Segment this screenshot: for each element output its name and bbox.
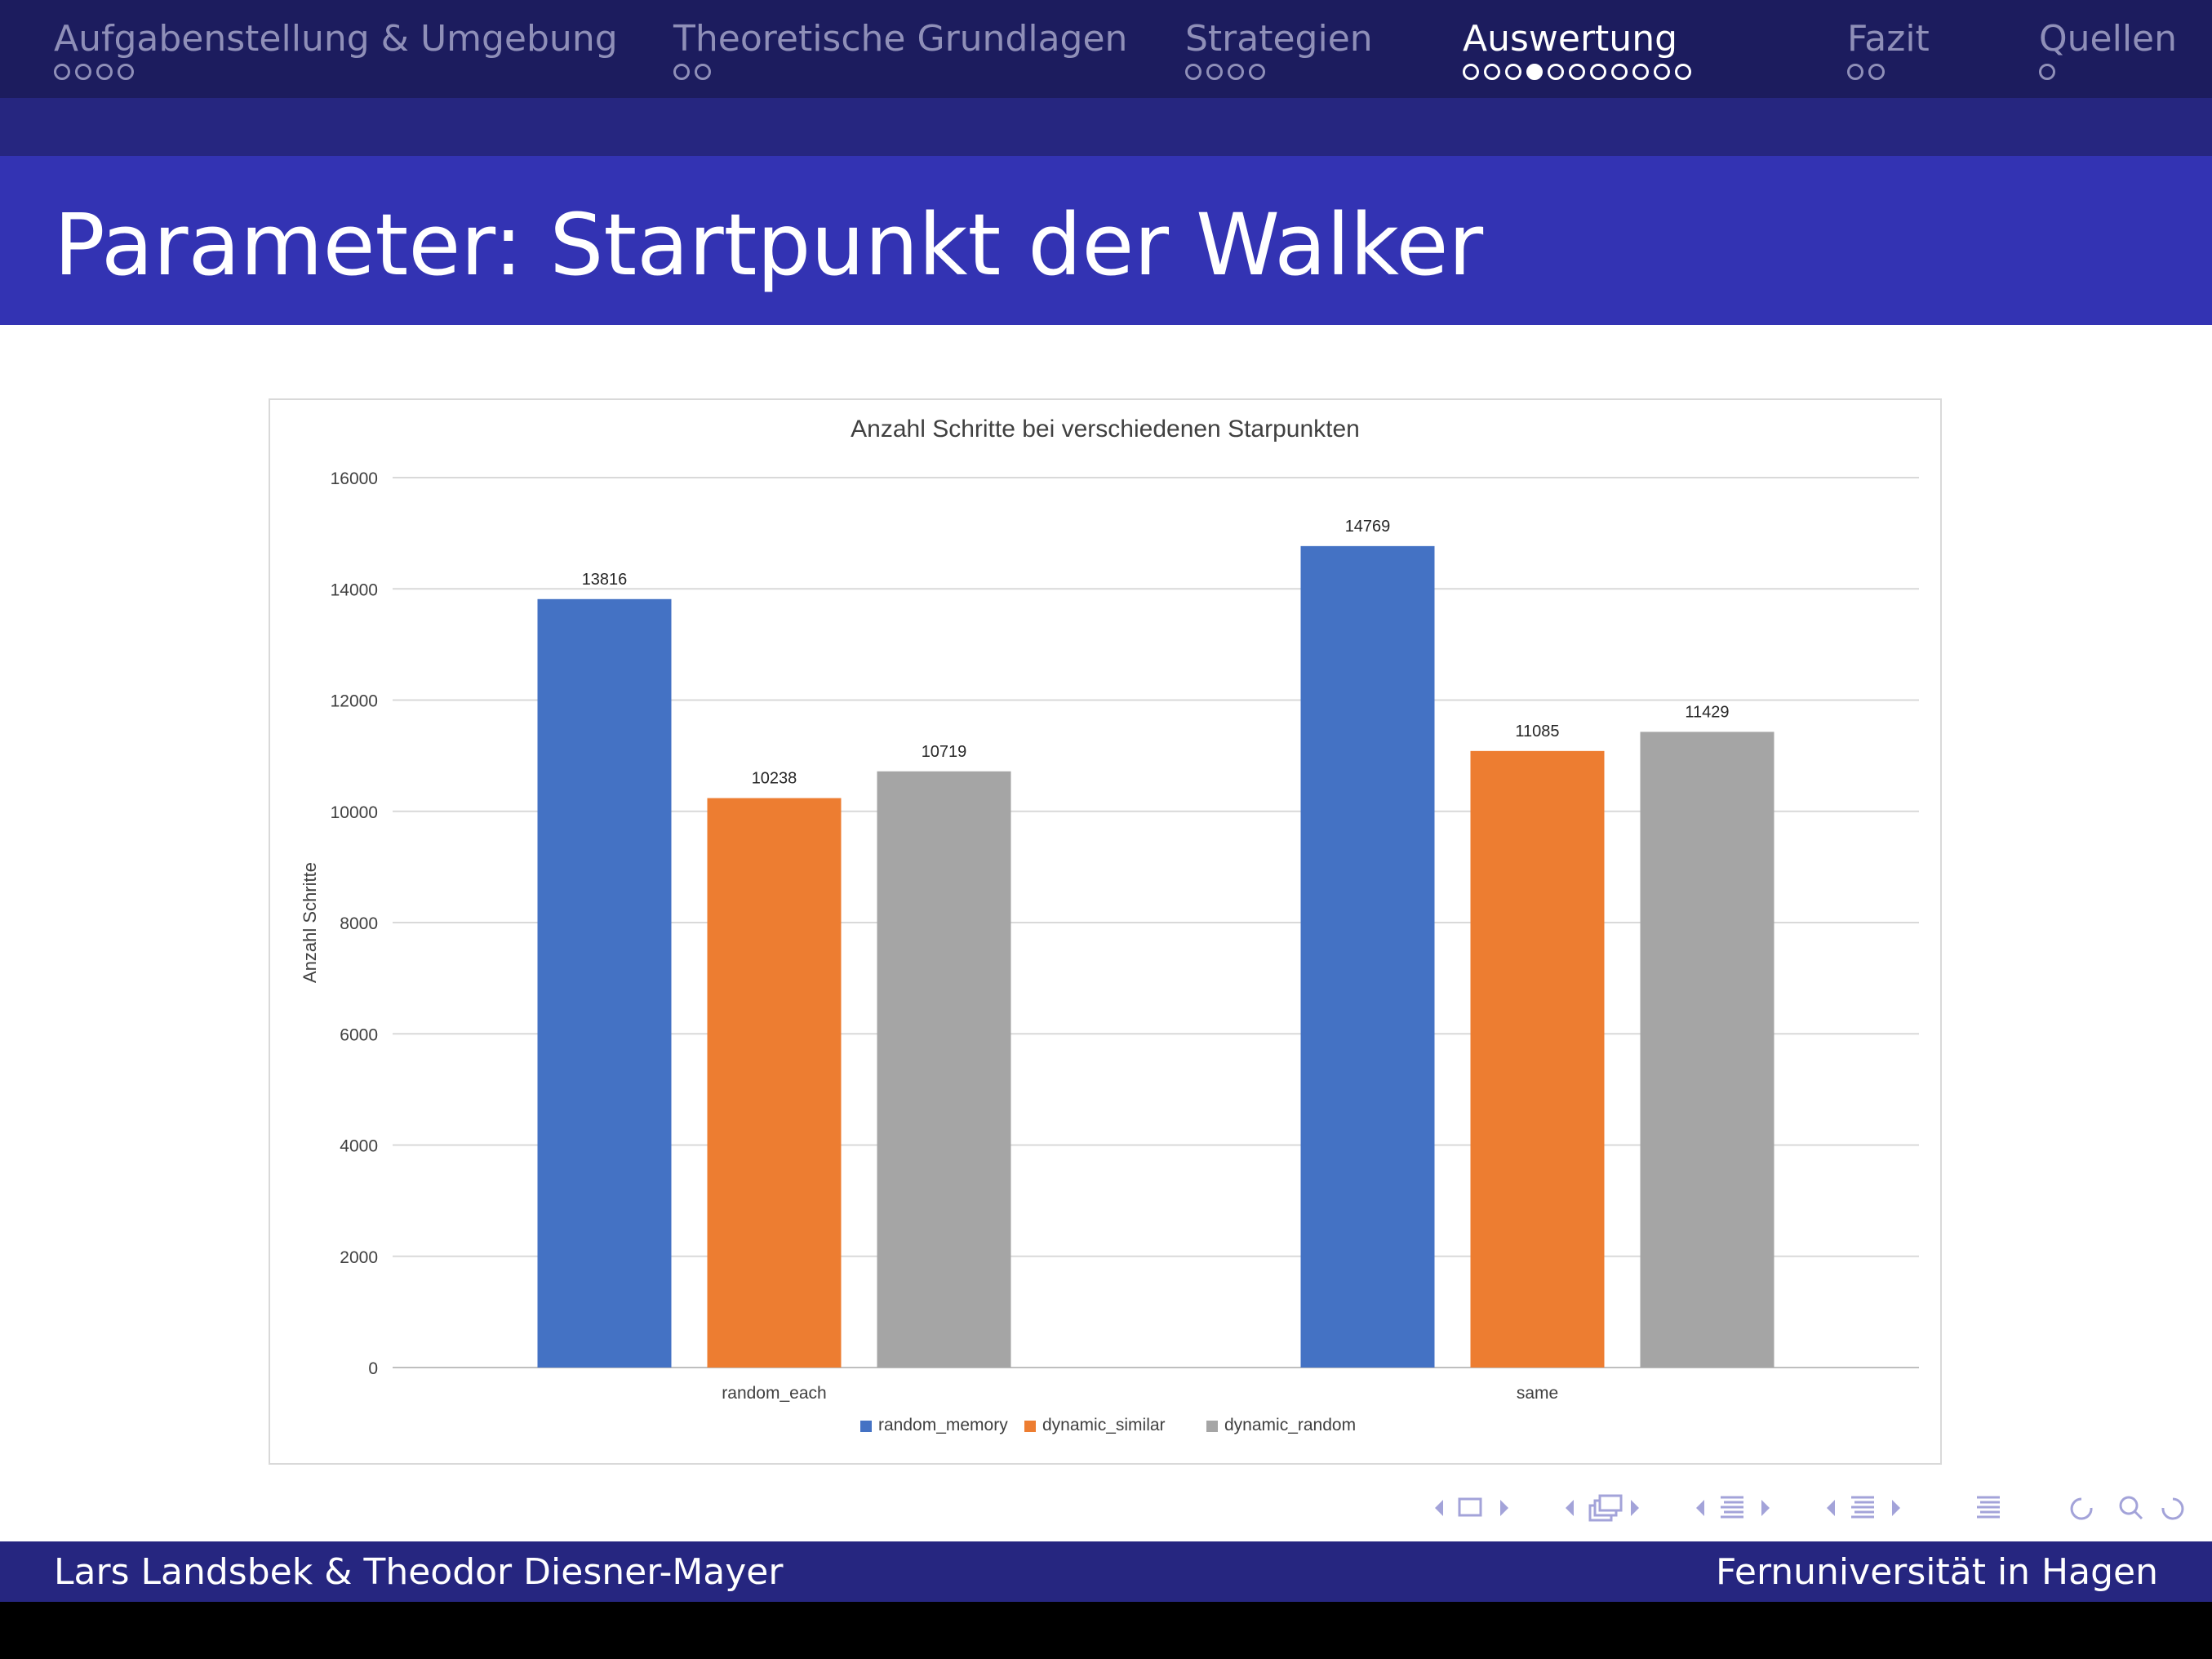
- x-tick-label: random_each: [722, 1384, 826, 1403]
- triangle-left-icon[interactable]: [1827, 1500, 1835, 1516]
- chart-frame: Anzahl Schritte bei verschiedenen Starpu…: [269, 398, 1942, 1465]
- nav-dot[interactable]: [1206, 64, 1223, 80]
- legend-swatch-dynamic_similar: [1024, 1421, 1036, 1432]
- document-icon[interactable]: [1851, 1496, 1874, 1519]
- nav-section-dots[interactable]: [54, 64, 134, 80]
- data-label: 11429: [1685, 703, 1729, 721]
- nav-dot[interactable]: [1590, 64, 1606, 80]
- nav-section-label[interactable]: Theoretische Grundlagen: [673, 18, 1128, 60]
- y-axis-label: Anzahl Schritte: [300, 862, 320, 983]
- nav-dot[interactable]: [1185, 64, 1201, 80]
- legend-label: dynamic_random: [1224, 1416, 1356, 1434]
- data-label: 10238: [752, 770, 797, 788]
- bar-random_memory-random_each: [537, 598, 672, 1368]
- triangle-right-icon[interactable]: [1761, 1500, 1770, 1516]
- nav-dot[interactable]: [1675, 64, 1691, 80]
- bar-random_memory-same: [1300, 545, 1435, 1368]
- bar-dynamic_similar-same: [1470, 750, 1605, 1368]
- footer-authors: Lars Landsbek & Theodor Diesner-Mayer: [54, 1551, 784, 1593]
- nav-section-label[interactable]: Quellen: [2039, 18, 2177, 60]
- nav-section-label[interactable]: Aufgabenstellung & Umgebung: [54, 18, 618, 60]
- y-tick-label: 10000: [331, 803, 378, 822]
- nav-section-dots[interactable]: [1463, 64, 1691, 80]
- search-icon[interactable]: [2119, 1496, 2139, 1515]
- nav-dot[interactable]: [75, 64, 91, 80]
- footer-institution: Fernuniversität in Hagen: [1715, 1551, 2158, 1593]
- y-tick-label: 12000: [331, 692, 378, 711]
- bar-dynamic_random-random_each: [877, 771, 1011, 1368]
- y-tick-label: 6000: [340, 1025, 378, 1044]
- bar-dynamic_similar-random_each: [707, 798, 842, 1368]
- legend-swatch-random_memory: [860, 1421, 872, 1432]
- section-icon[interactable]: [1721, 1496, 1743, 1519]
- data-label: 11085: [1515, 723, 1559, 741]
- data-label: 13816: [582, 571, 628, 589]
- triangle-left-icon[interactable]: [1566, 1500, 1574, 1516]
- nav-dot[interactable]: [1484, 64, 1500, 80]
- y-tick-label: 2000: [340, 1248, 378, 1267]
- nav-dot[interactable]: [1868, 64, 1885, 80]
- nav-dot[interactable]: [1611, 64, 1628, 80]
- slide-title: Parameter: Startpunkt der Walker: [54, 195, 1484, 295]
- chart-title: Anzahl Schritte bei verschiedenen Starpu…: [851, 416, 1360, 443]
- nav-section-label[interactable]: Fazit: [1847, 18, 1930, 60]
- nav-section-label-active[interactable]: Auswertung: [1463, 18, 1678, 60]
- y-tick-label: 4000: [340, 1137, 378, 1156]
- bar-chart: Anzahl Schritte bei verschiedenen Starpu…: [300, 416, 1919, 1434]
- y-tick-label: 8000: [340, 914, 378, 933]
- nav-section-dots[interactable]: [2039, 64, 2055, 80]
- nav-dot[interactable]: [1463, 64, 1479, 80]
- nav-dot[interactable]: [1847, 64, 1863, 80]
- legend-label: random_memory: [878, 1416, 1008, 1434]
- search-handle: [2133, 1510, 2143, 1520]
- nav-dot[interactable]: [96, 64, 113, 80]
- triangle-right-icon[interactable]: [1892, 1500, 1900, 1516]
- triangle-right-icon[interactable]: [1631, 1500, 1639, 1516]
- subsection-icon[interactable]: [1588, 1494, 1623, 1522]
- top-navigation-bar: Aufgabenstellung & Umgebung Theoretische…: [0, 0, 2212, 98]
- y-tick-label: 0: [368, 1359, 378, 1378]
- triangle-right-icon[interactable]: [1500, 1500, 1508, 1516]
- legend-label: dynamic_similar: [1042, 1416, 1166, 1434]
- frame-icon[interactable]: [1458, 1497, 1482, 1517]
- footer-bar: [0, 1541, 2212, 1602]
- data-label: 14769: [1345, 518, 1391, 536]
- nav-section-dots[interactable]: [673, 64, 711, 80]
- nav-section-dots[interactable]: [1847, 64, 1885, 80]
- beamer-navigation-symbols: [1435, 1494, 2184, 1522]
- nav-dot[interactable]: [695, 64, 711, 80]
- back-icon[interactable]: [2070, 1497, 2093, 1520]
- title-bar: [0, 156, 2212, 325]
- forward-icon[interactable]: [2161, 1497, 2184, 1520]
- nav-dot[interactable]: [1654, 64, 1670, 80]
- nav-dot[interactable]: [1249, 64, 1265, 80]
- nav-dot[interactable]: [2039, 64, 2055, 80]
- y-tick-label: 14000: [331, 580, 378, 599]
- subsection-bar: [0, 98, 2212, 156]
- data-label: 10719: [922, 743, 967, 761]
- triangle-left-icon[interactable]: [1435, 1500, 1443, 1516]
- nav-dot[interactable]: [1632, 64, 1649, 80]
- triangle-left-icon[interactable]: [1696, 1500, 1704, 1516]
- nav-section-label[interactable]: Strategien: [1185, 18, 1373, 60]
- align-icon[interactable]: [1977, 1496, 2000, 1519]
- nav-dot[interactable]: [1548, 64, 1564, 80]
- bottom-letterbox: [0, 1602, 2212, 1659]
- bar-dynamic_random-same: [1640, 732, 1774, 1368]
- nav-dot[interactable]: [1228, 64, 1244, 80]
- nav-dot[interactable]: [1505, 64, 1521, 80]
- nav-dot[interactable]: [673, 64, 690, 80]
- y-tick-label: 16000: [331, 469, 378, 488]
- nav-section-dots[interactable]: [1185, 64, 1265, 80]
- x-tick-label: same: [1517, 1384, 1558, 1403]
- nav-dot[interactable]: [118, 64, 134, 80]
- legend-swatch-dynamic_random: [1206, 1421, 1218, 1432]
- nav-dot[interactable]: [54, 64, 70, 80]
- nav-dot[interactable]: [1569, 64, 1585, 80]
- nav-dot-current[interactable]: [1526, 64, 1543, 80]
